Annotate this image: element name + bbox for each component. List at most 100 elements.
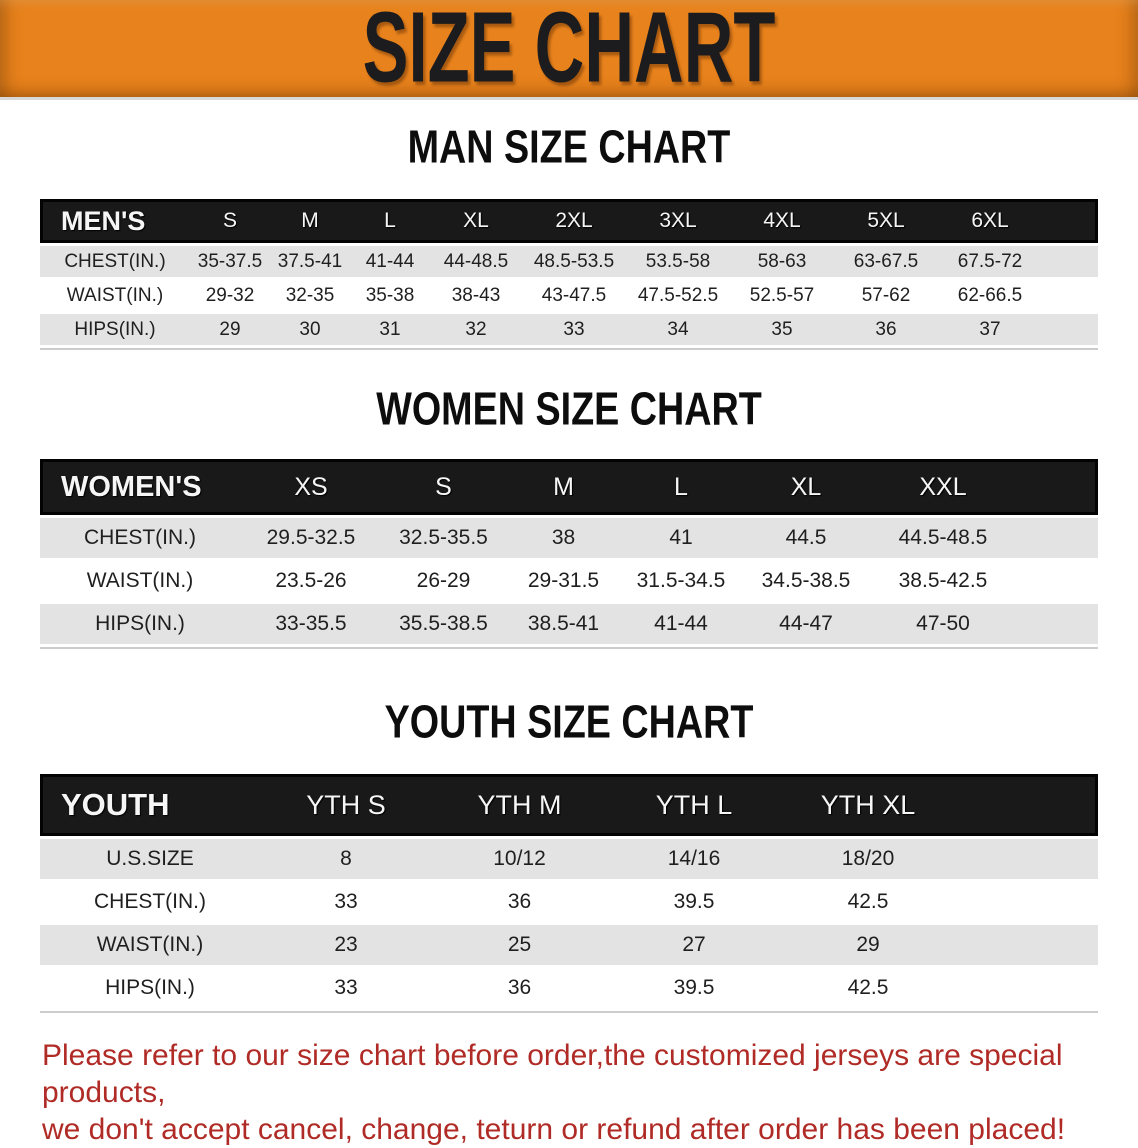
size-value: 36 <box>834 314 938 345</box>
row-label: HIPS(IN.) <box>105 976 195 999</box>
youth-col-header: YTH XL <box>781 774 955 836</box>
row-label: CHEST(IN.) <box>40 246 190 277</box>
size-value: 41 <box>622 518 740 558</box>
men-col-header: XL <box>430 199 522 243</box>
size-chart-banner: SIZE CHART <box>0 0 1138 104</box>
size-value: 29 <box>190 314 270 345</box>
size-value: 42.5 <box>847 890 889 913</box>
size-value: 26-29 <box>416 569 471 592</box>
youth-section-heading: YOUTH SIZE CHART <box>384 696 754 748</box>
youth-waist-row: WAIST(IN.) 23 25 27 29 <box>40 925 1098 965</box>
spacer-cell <box>955 925 1098 965</box>
size-value: 47-50 <box>872 604 1014 644</box>
men-group-label: MEN'S <box>40 199 190 243</box>
women-group-label: WOMEN'S <box>40 459 240 515</box>
men-size-table: MEN'S S M L XL 2XL 3XL 4XL 5XL 6XL CHEST… <box>40 196 1098 350</box>
men-col-header: M <box>270 199 350 243</box>
spacer-cell <box>1042 280 1098 311</box>
size-value: 41-44 <box>350 246 430 277</box>
size-value: 29.5-32.5 <box>240 518 382 558</box>
order-policy-note: Please refer to our size chart before or… <box>42 1037 1108 1148</box>
size-value: 47.5-52.5 <box>637 284 719 306</box>
youth-group-label: YOUTH <box>40 774 260 836</box>
size-value: 33 <box>522 314 626 345</box>
women-col-header: XS <box>240 459 382 515</box>
size-value: 35-38 <box>365 284 415 306</box>
women-col-header: S <box>382 459 505 515</box>
size-value: 33 <box>334 976 358 999</box>
spacer-cell <box>955 968 1098 1008</box>
youth-col-header: YTH L <box>607 774 781 836</box>
row-label: HIPS(IN.) <box>40 314 190 345</box>
size-value: 39.5 <box>673 976 715 999</box>
size-value: 18/20 <box>781 839 955 879</box>
size-value: 32.5-35.5 <box>382 518 505 558</box>
size-value: 33-35.5 <box>240 604 382 644</box>
youth-hips-row: HIPS(IN.) 33 36 39.5 42.5 <box>40 968 1098 1008</box>
youth-col-header: YTH S <box>260 774 432 836</box>
size-value: 48.5-53.5 <box>522 246 626 277</box>
size-value: 62-66.5 <box>957 284 1023 306</box>
spacer-cell <box>1014 518 1098 558</box>
men-chest-row: CHEST(IN.) 35-37.5 37.5-41 41-44 44-48.5… <box>40 246 1098 277</box>
size-value: 32 <box>430 314 522 345</box>
youth-size-table: YOUTH YTH S YTH M YTH L YTH XL U.S.SIZE … <box>40 771 1098 1013</box>
size-value: 44-47 <box>740 604 872 644</box>
men-col-header: 2XL <box>522 199 626 243</box>
men-header-row: MEN'S S M L XL 2XL 3XL 4XL 5XL 6XL <box>40 199 1098 243</box>
women-waist-row: WAIST(IN.) 23.5-26 26-29 29-31.5 31.5-34… <box>40 561 1098 601</box>
size-value: 34 <box>626 314 730 345</box>
size-value: 53.5-58 <box>626 246 730 277</box>
row-label: WAIST(IN.) <box>40 925 260 965</box>
spacer-cell <box>1014 604 1098 644</box>
women-col-header: M <box>505 459 622 515</box>
size-value: 58-63 <box>730 246 834 277</box>
youth-ussize-row: U.S.SIZE 8 10/12 14/16 18/20 <box>40 839 1098 879</box>
men-col-header: L <box>350 199 430 243</box>
size-value: 57-62 <box>861 284 911 306</box>
spacer-cell <box>1042 314 1098 345</box>
size-value: 37.5-41 <box>270 246 350 277</box>
row-label: CHEST(IN.) <box>40 518 240 558</box>
men-col-header: 5XL <box>834 199 938 243</box>
men-col-header: 3XL <box>626 199 730 243</box>
size-value: 37 <box>938 314 1042 345</box>
youth-header-row: YOUTH YTH S YTH M YTH L YTH XL <box>40 774 1098 836</box>
spacer-cell <box>1042 199 1098 243</box>
men-col-header: 4XL <box>730 199 834 243</box>
size-value: 44.5-48.5 <box>872 518 1014 558</box>
size-value: 52.5-57 <box>749 284 815 306</box>
size-value: 43-47.5 <box>541 284 607 306</box>
women-chest-row: CHEST(IN.) 29.5-32.5 32.5-35.5 38 41 44.… <box>40 518 1098 558</box>
women-col-header: L <box>622 459 740 515</box>
row-label: U.S.SIZE <box>40 839 260 879</box>
row-label: WAIST(IN.) <box>66 284 164 306</box>
size-value: 42.5 <box>847 976 889 999</box>
size-value: 27 <box>607 925 781 965</box>
spacer-cell <box>1014 561 1098 601</box>
women-size-table: WOMEN'S XS S M L XL XXL CHEST(IN.) 29.5-… <box>40 456 1098 649</box>
men-col-header: 6XL <box>938 199 1042 243</box>
size-value: 44-48.5 <box>430 246 522 277</box>
spacer-cell <box>955 839 1098 879</box>
size-value: 35 <box>730 314 834 345</box>
size-value: 41-44 <box>622 604 740 644</box>
size-value: 38.5-42.5 <box>898 569 988 592</box>
size-value: 67.5-72 <box>938 246 1042 277</box>
size-value: 38-43 <box>451 284 501 306</box>
size-value: 36 <box>507 976 532 999</box>
row-label: WAIST(IN.) <box>86 569 194 592</box>
women-header-row: WOMEN'S XS S M L XL XXL <box>40 459 1098 515</box>
women-col-header: XL <box>740 459 872 515</box>
size-value: 38.5-41 <box>505 604 622 644</box>
size-value: 23.5-26 <box>275 569 347 592</box>
spacer-cell <box>955 774 1098 836</box>
women-hips-row: HIPS(IN.) 33-35.5 35.5-38.5 38.5-41 41-4… <box>40 604 1098 644</box>
banner-title: SIZE CHART <box>362 0 776 104</box>
size-value: 30 <box>270 314 350 345</box>
women-col-header: XXL <box>872 459 1014 515</box>
size-value: 29 <box>781 925 955 965</box>
size-value: 29-32 <box>205 284 255 306</box>
spacer-cell <box>1014 459 1098 515</box>
size-value: 29-31.5 <box>527 569 600 592</box>
